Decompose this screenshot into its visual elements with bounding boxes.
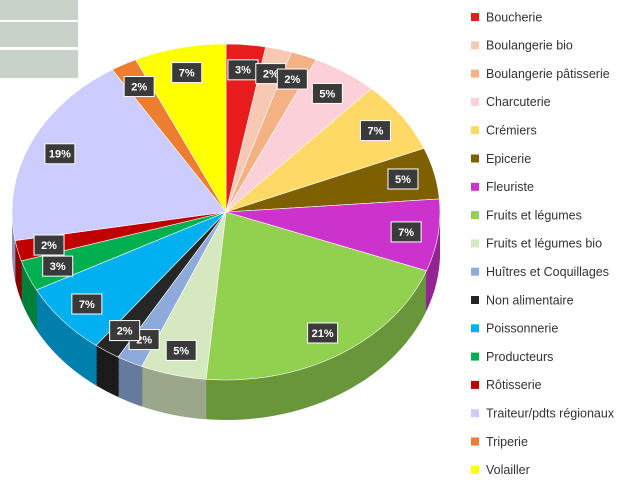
data-label-box (171, 62, 203, 84)
legend-swatch (471, 296, 479, 304)
pie (11, 43, 441, 381)
legend-label: Boulangerie bio (486, 39, 573, 53)
legend-swatch (471, 324, 479, 333)
legend-label: Rôtisserie (486, 378, 542, 392)
data-label: 3% (235, 65, 251, 77)
legend-swatch (471, 409, 479, 418)
legend-swatch (471, 465, 479, 474)
legend: Boucherie Boulangerie bio Boulangerie pâti… (471, 10, 615, 477)
data-label-box (276, 68, 308, 90)
legend-label: Fleuriste (486, 180, 534, 194)
data-label-box (71, 293, 103, 315)
legend-swatch (471, 13, 479, 21)
data-label-box (42, 255, 74, 277)
legend-label: Fruits et légumes bio (486, 237, 602, 251)
data-label: 5% (319, 88, 335, 100)
legend-label: Crémiers (486, 123, 537, 137)
legend-label: Epicerie (486, 152, 531, 166)
pie-slice (11, 69, 227, 241)
data-label: 2% (41, 240, 57, 252)
data-label-box (387, 168, 419, 190)
legend-label: Producteurs (486, 350, 553, 364)
data-label-box (307, 322, 339, 344)
legend-label: Volailler (486, 463, 530, 477)
legend-swatch (471, 437, 479, 446)
data-label: 7% (398, 227, 414, 239)
legend-label: Poissonnerie (486, 322, 558, 336)
legend-label: Boulangerie pâtisserie (486, 67, 610, 81)
pie-slice (135, 43, 227, 214)
data-label: 2% (284, 74, 300, 86)
legend-label: Traiteur/pdts régionaux (486, 406, 615, 420)
data-label: 2% (117, 325, 133, 337)
pie-slice (205, 211, 427, 381)
data-label-box (33, 234, 65, 256)
data-label: 2% (136, 334, 152, 346)
legend-swatch (471, 239, 479, 248)
legend-swatch (471, 97, 479, 106)
data-label: 19% (49, 149, 71, 161)
legend-swatch (471, 69, 479, 78)
legend-swatch (471, 182, 479, 191)
data-label-box (390, 221, 422, 243)
legend-swatch (471, 41, 479, 50)
data-label-box (109, 320, 141, 342)
deco-box (0, 0, 78, 20)
data-label: 7% (79, 299, 95, 311)
data-label: 7% (367, 126, 383, 138)
legend-label: Non alimentaire (486, 293, 574, 307)
data-label-box (44, 143, 76, 165)
legend-label: Fruits et légumes (486, 208, 582, 222)
data-label: 3% (50, 261, 66, 273)
data-label: 21% (312, 328, 334, 340)
legend-swatch (471, 352, 479, 361)
legend-swatch (471, 211, 479, 220)
legend-label: Huîtres et Coquillages (486, 265, 609, 279)
data-label: 5% (173, 345, 189, 357)
legend-label: Triperie (486, 435, 528, 449)
deco-box (0, 50, 78, 78)
data-label: 2% (131, 81, 147, 93)
legend-swatch (471, 380, 479, 389)
data-label-box (165, 339, 197, 361)
data-label: 7% (179, 67, 195, 79)
data-label-box (359, 120, 391, 142)
legend-swatch (471, 154, 479, 163)
deco-box (0, 22, 78, 47)
data-label: 5% (395, 174, 411, 186)
legend-label: Boucherie (486, 10, 542, 24)
data-label-box (311, 82, 343, 104)
data-label-box (123, 76, 155, 98)
data-labels: 3% 2% 2%5%7%5%7%21%5%2%2%7%3%2%19%2%7% (33, 59, 422, 361)
legend-label: Charcuterie (486, 95, 551, 109)
data-label: 2% (263, 69, 279, 81)
legend-swatch (471, 126, 479, 135)
legend-swatch (471, 267, 479, 276)
